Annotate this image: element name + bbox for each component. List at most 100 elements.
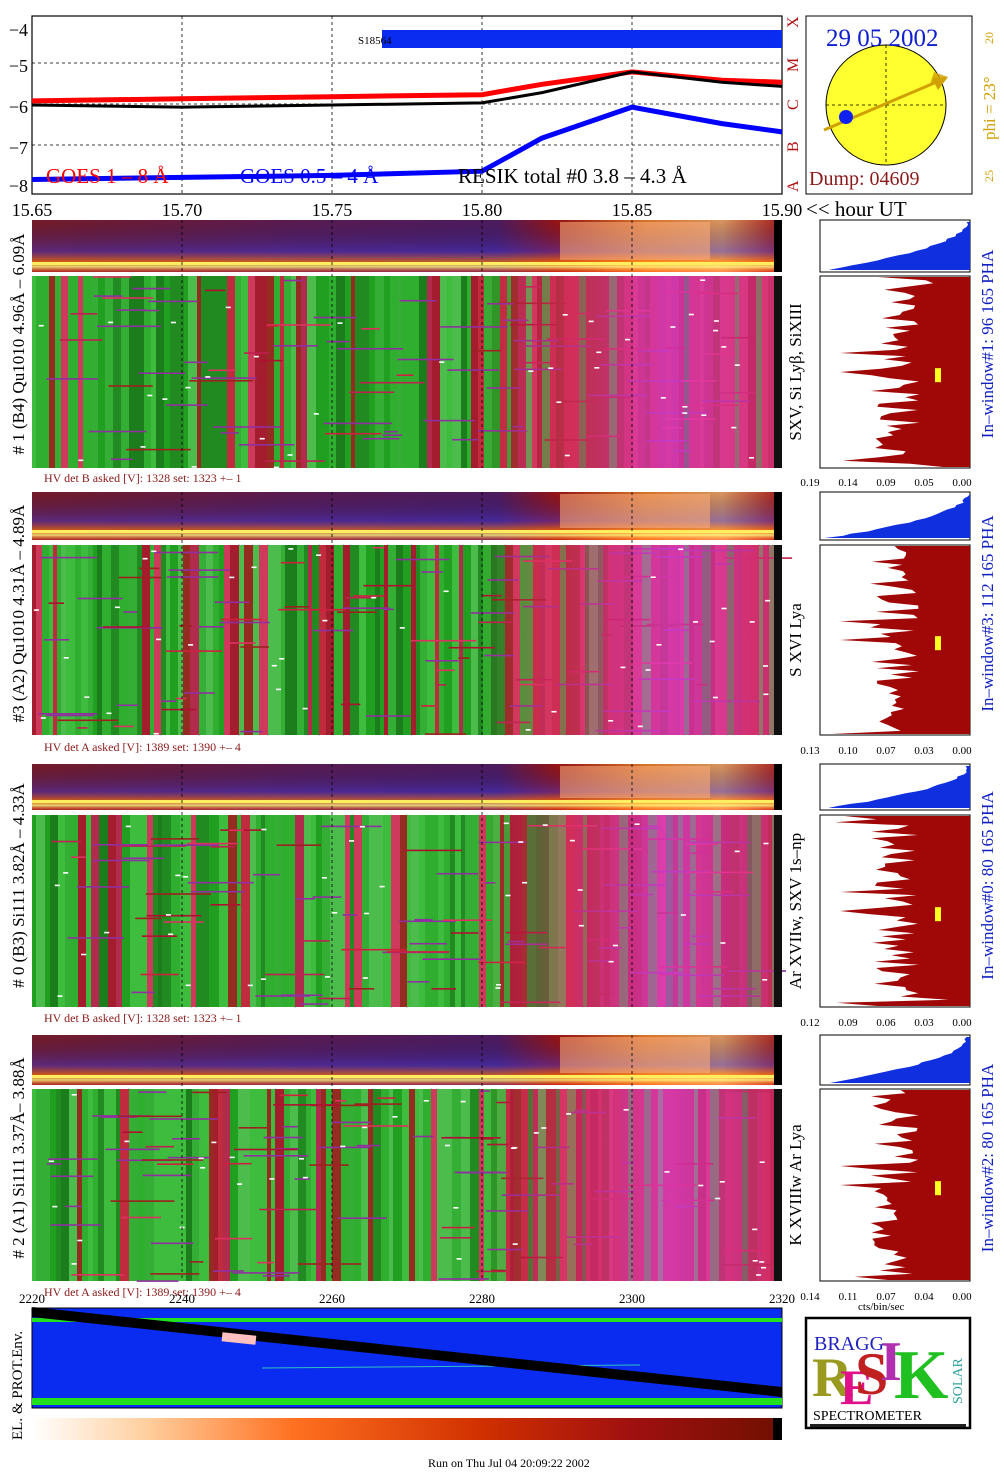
goes-class-letter: M — [785, 58, 802, 72]
map-speck — [564, 454, 570, 457]
hist-tick-label: 0.00 — [952, 745, 972, 757]
spectrogram-map — [32, 276, 782, 469]
goes-class-letter: B — [785, 141, 802, 152]
hist-tick-label: 0.10 — [838, 745, 858, 757]
hist-tick-label: 0.09 — [838, 1017, 858, 1029]
map-speck — [712, 696, 718, 699]
logo-letter-i: I — [880, 1331, 902, 1393]
goes-class-letter: A — [785, 180, 802, 192]
map-speck — [752, 1228, 758, 1231]
map-speck — [577, 889, 583, 891]
strip-flare-region — [560, 222, 710, 260]
hist-tick-label: 0.00 — [952, 477, 972, 489]
env-colorbar — [32, 1418, 782, 1440]
map-speck — [721, 607, 727, 610]
map-speck — [556, 401, 562, 403]
map-speck — [63, 872, 69, 874]
hist-marker — [935, 907, 941, 922]
goes-panel: S18564 15.65 15.70 15.75 15.80 15.85 15.90 −4… — [9, 15, 907, 221]
flare-location-marker — [839, 110, 853, 124]
map-flare-overlay — [32, 276, 782, 468]
channel-panel-4: HV det A asked [V]: 1389 set: 1390 +– 4 #… — [9, 1034, 997, 1303]
map-speck — [763, 693, 769, 696]
sun-panel: 29 05 2002 Dump: 04609 phi = 23° 20 25 — [805, 15, 999, 195]
map-speck — [371, 596, 377, 599]
map-speck — [731, 426, 737, 429]
channel-panel-2: HV det A asked [V]: 1389 set: 1390 +– 4 #… — [9, 491, 997, 757]
map-speck — [261, 828, 267, 831]
logo-bragg: BRAGG — [814, 1333, 884, 1355]
map-speck — [551, 710, 557, 713]
map-speck — [364, 912, 370, 915]
map-speck — [522, 881, 528, 884]
map-speck — [48, 1160, 54, 1163]
map-speck — [763, 842, 769, 845]
map-speck — [721, 346, 727, 348]
pha-histogram: 0.12 0.09 0.06 0.03 0.00 — [800, 763, 972, 1029]
hist-tick-label: 0.00 — [952, 1291, 972, 1303]
map-speck — [682, 412, 688, 414]
map-speck — [185, 386, 191, 389]
strip-edge — [774, 492, 782, 540]
goes-class-letters: X M C B A — [785, 16, 802, 192]
map-speck — [229, 1156, 235, 1159]
map-speck — [287, 454, 293, 456]
goes-y-tick-label: −5 — [9, 56, 28, 76]
channel-label: # 2 (A1) Si111 3.37Å– 3.88Å — [9, 1057, 28, 1259]
map-speck — [78, 459, 84, 462]
map-speck — [678, 548, 684, 551]
map-speck — [637, 725, 643, 728]
logo-letter-r: R — [812, 1347, 853, 1409]
map-speck — [512, 1243, 518, 1245]
env-black-track — [31, 1307, 783, 1397]
map-speck — [423, 1100, 429, 1102]
map-speck — [670, 326, 676, 328]
map-speck — [77, 1239, 83, 1242]
map-speck — [359, 825, 365, 828]
hist-tick-label: 0.06 — [876, 1017, 896, 1029]
hist-tick-label: 0.14 — [838, 477, 858, 489]
logo-spectrometer: SPECTROMETER — [813, 1409, 923, 1424]
env-x-tick-label: 2280 — [469, 1291, 495, 1306]
flare-bar-label: S18564 — [358, 35, 392, 47]
hist-tick-label: 0.09 — [876, 477, 896, 489]
map-speck — [525, 729, 531, 731]
strip-line — [32, 1075, 782, 1078]
scale-bottom: 25 — [982, 170, 996, 182]
map-speck — [142, 557, 148, 560]
map-flare-overlay — [32, 1089, 782, 1281]
map-speck — [650, 576, 656, 578]
map-speck — [321, 877, 327, 879]
map-speck — [645, 669, 651, 671]
map-speck — [183, 876, 189, 878]
map-speck — [188, 644, 194, 646]
phi-label: phi = 23° — [980, 76, 999, 140]
logo-letter-e: E — [840, 1359, 873, 1415]
in-window-label: In–window#0: 80 165 PHA — [978, 791, 997, 980]
map-speck — [237, 1183, 243, 1185]
hist-marker — [935, 1181, 941, 1196]
map-edge — [774, 1089, 782, 1281]
map-speck — [634, 823, 640, 825]
map-speck — [528, 370, 534, 372]
goes-x-tick-label: 15.65 — [12, 200, 53, 220]
map-speck — [664, 1171, 670, 1173]
hist-unit-label: cts/bin/sec — [858, 1301, 905, 1313]
map-speck — [313, 413, 319, 415]
map-speck — [302, 1176, 308, 1179]
map-speck — [700, 279, 706, 281]
pha-fill — [828, 766, 970, 808]
strip-edge — [774, 1035, 782, 1085]
map-speck — [261, 978, 266, 980]
map-speck — [54, 884, 60, 887]
map-speck — [765, 599, 771, 602]
map-speck — [253, 355, 259, 358]
map-speck — [594, 367, 600, 369]
map-speck — [569, 839, 575, 842]
map-speck — [596, 351, 602, 354]
map-speck — [379, 885, 385, 888]
x-axis-suffix: << hour UT — [806, 197, 907, 221]
map-speck — [496, 984, 501, 986]
map-speck — [269, 1178, 275, 1180]
map-speck — [749, 621, 755, 623]
